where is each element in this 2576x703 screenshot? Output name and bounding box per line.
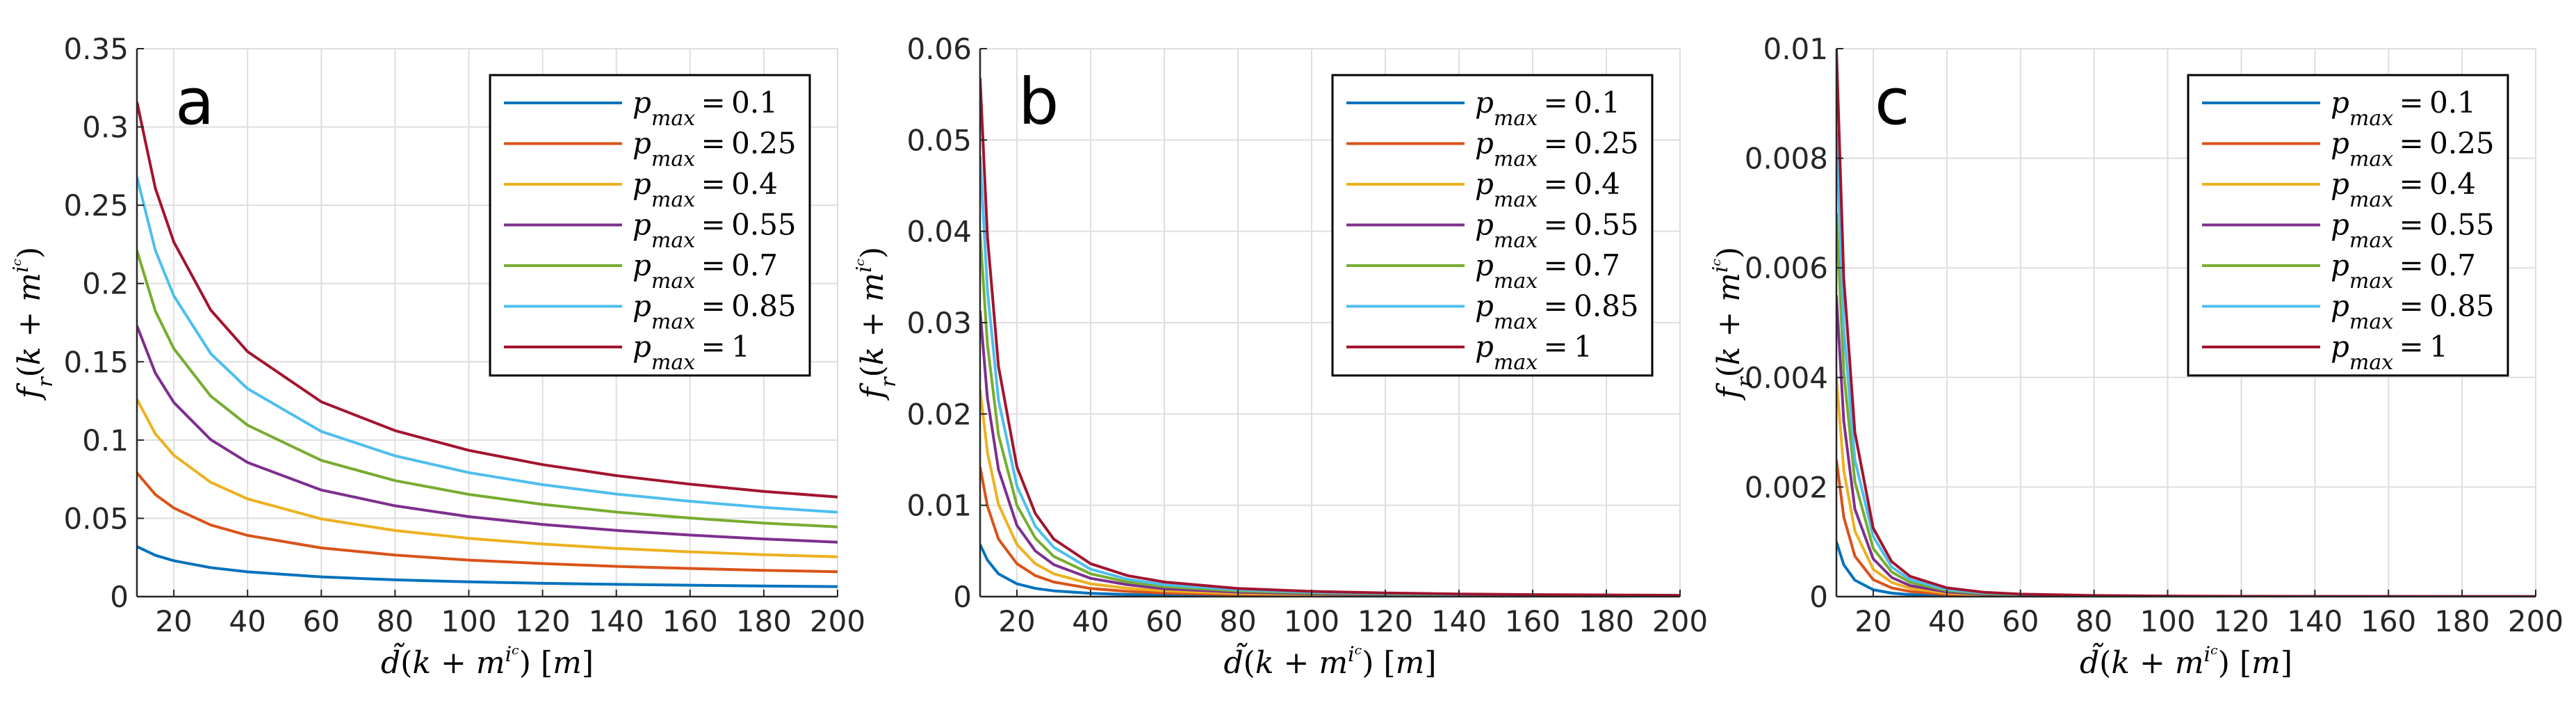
series-line-pmax-0-55 <box>137 325 838 544</box>
x-tick-label: 80 <box>377 604 414 638</box>
x-tick-label: 200 <box>1652 604 1708 638</box>
legend-entry: pmax = 0.1 pmax = 0.1 <box>633 86 778 131</box>
y-tick-label: 0.004 <box>1745 361 1828 395</box>
x-axis-label: d̃(k + mⁱᶜ) [m]d̃(k + miᶜ) [m] <box>2080 642 2292 681</box>
legend-entry: pmax = 0.1 pmax = 0.1 <box>2331 86 2476 131</box>
chart-panel-b: 20 40 60 80 100 120 140 160 180 200 0 0.01 0.02 0.03 0… <box>852 32 1709 681</box>
y-tick-label: 0.01 <box>906 489 972 523</box>
x-tick-label: 60 <box>303 604 340 638</box>
x-tick-label: 160 <box>1505 604 1560 638</box>
x-tick-label: 20 <box>155 604 192 638</box>
x-tick-label: 180 <box>1579 604 1634 638</box>
x-tick-label: 100 <box>2139 604 2195 638</box>
x-tick-label: 120 <box>514 604 570 638</box>
x-tick-label: 20 <box>1854 604 1891 638</box>
x-tick-label: 200 <box>810 604 865 638</box>
series-line-pmax-1 <box>137 102 838 499</box>
series-line-pmax-0-7 <box>137 250 838 528</box>
x-tick-label: 180 <box>2434 604 2490 638</box>
y-tick-label: 0.03 <box>906 306 972 340</box>
y-tick-label: 0 <box>1809 580 1828 614</box>
y-tick-label: 0.2 <box>82 267 129 301</box>
x-tick-label: 80 <box>2076 604 2112 638</box>
x-tick-label: 180 <box>736 604 792 638</box>
x-axis-label: d̃(k + mⁱᶜ) [m]d̃(k + miᶜ) [m] <box>1224 642 1437 681</box>
y-tick-label: 0.05 <box>63 501 129 535</box>
chart-panel-a: 20 40 60 80 100 120 140 160 180 200 0 0.05 0.1 0.15 0.… <box>9 32 866 681</box>
y-tick-label: 0 <box>953 580 972 614</box>
chart-panel-c: 20 40 60 80 100 120 140 160 180 200 0 0.002 0.004 0.0… <box>1709 32 2564 681</box>
series-line-pmax-0-25 <box>137 471 838 574</box>
y-tick-label: 0.15 <box>63 345 129 379</box>
y-tick-label: 0 <box>110 580 129 614</box>
x-tick-label: 100 <box>1284 604 1339 638</box>
y-tick-label: 0.008 <box>1745 142 1828 176</box>
legend-entry: pmax = 0.1 pmax = 0.1 <box>1475 86 1620 131</box>
panel-label: a <box>175 65 214 139</box>
x-axis-label: d̃(k + mⁱᶜ) [m]d̃(k + miᶜ) [m] <box>381 642 594 681</box>
x-tick-label: 40 <box>229 604 266 638</box>
y-tick-label: 0.25 <box>63 188 129 223</box>
x-tick-label: 160 <box>2361 604 2416 638</box>
panel-label: b <box>1018 65 1059 139</box>
x-tick-label: 100 <box>441 604 496 638</box>
y-axis-label: fᵣ(k + mⁱᶜ)fr(k + miᶜ) <box>852 247 901 401</box>
panel-label: c <box>1875 65 1910 139</box>
y-tick-label: 0.04 <box>906 215 972 249</box>
y-tick-label: 0.01 <box>1763 32 1828 66</box>
x-tick-label: 40 <box>1928 604 1965 638</box>
y-tick-label: 0.3 <box>82 111 129 145</box>
y-tick-label: 0.02 <box>906 397 972 431</box>
x-tick-label: 120 <box>2213 604 2269 638</box>
y-tick-label: 0.1 <box>82 423 129 458</box>
y-tick-label: 0.05 <box>906 123 972 157</box>
series-line-pmax-0-85 <box>137 177 838 514</box>
x-tick-label: 120 <box>1358 604 1413 638</box>
series-line-pmax-0-4 <box>137 398 838 558</box>
x-tick-label: 60 <box>2002 604 2039 638</box>
x-tick-label: 140 <box>1431 604 1487 638</box>
y-tick-label: 0.06 <box>906 32 972 66</box>
y-tick-label: 0.006 <box>1745 251 1828 285</box>
x-tick-label: 140 <box>2287 604 2342 638</box>
x-tick-label: 140 <box>589 604 644 638</box>
x-tick-label: 40 <box>1072 604 1109 638</box>
y-tick-label: 0.35 <box>63 32 129 66</box>
y-tick-label: 0.002 <box>1745 470 1828 504</box>
x-tick-label: 20 <box>998 604 1035 638</box>
x-tick-label: 200 <box>2508 604 2563 638</box>
series-line-pmax-0-1 <box>137 545 838 588</box>
x-tick-label: 80 <box>1219 604 1256 638</box>
x-tick-label: 60 <box>1146 604 1182 638</box>
series-line-pmax-1 <box>980 77 1680 597</box>
x-tick-label: 160 <box>662 604 718 638</box>
y-axis-label: fᵣ(k + mⁱᶜ)fr(k + miᶜ) <box>9 247 58 401</box>
